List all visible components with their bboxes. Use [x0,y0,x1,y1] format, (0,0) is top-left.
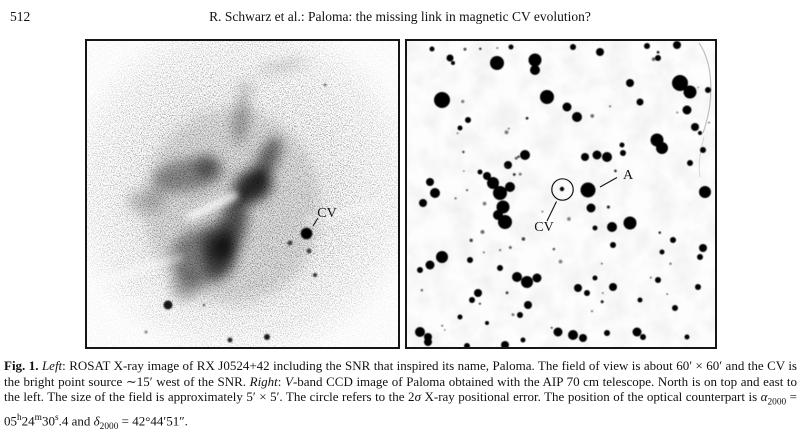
xray-cv-annotation: CV [312,206,337,227]
caption-segment: V [285,373,293,389]
ccd-cv-leader-line [546,201,557,222]
xray-error-circle [551,178,574,201]
caption-segment: X-ray positional error. The position of … [420,389,761,405]
caption-segment: = 42°44′51″. [118,413,188,429]
cv-leader-line [312,217,319,227]
caption-segment: 24 [21,413,35,429]
caption-segment: α [760,389,768,405]
page-number: 512 [10,9,31,24]
caption-segment: δ [93,413,100,429]
vignette-arc-2 [698,136,705,178]
vignette-arc [698,42,712,134]
ccd-annotations: CV A [534,168,634,235]
ccd-vband-panel: CV A [405,39,717,349]
ccd-vband-image: CV A [407,41,715,347]
caption-segment: 30 [41,413,55,429]
starfield-layer [415,41,711,347]
caption-segment: 2000 [99,422,119,433]
caption-segment: s [54,413,59,424]
ccd-cv-label: CV [534,220,553,235]
caption-segment: : [277,373,285,389]
xray-point-sources-layer [144,83,327,343]
cv-label: CV [317,206,336,221]
caption-segment: h [17,413,22,424]
caption-segment: : ROSAT X-ray image of RX J0524+42 inclu… [4,358,797,389]
star-a-label: A [623,168,634,183]
rosat-xray-panel: CV [85,39,400,349]
caption-segment: σ [414,389,421,405]
caption-segment: = 05 [4,389,797,429]
caption-segment: .4 and [58,413,94,429]
caption-segment: m [34,413,42,424]
star-a-leader-line [599,177,618,188]
white-streaks-layer [100,191,380,313]
running-head: 512 R. Schwarz et al.: Paloma: the missi… [0,9,800,27]
rosat-xray-image: CV [87,41,398,347]
caption-segment: 2000 [767,397,787,408]
caption-segment: Fig. 1. [4,358,39,373]
snr-blobs-layer [127,60,320,304]
caption-segment: -band CCD image of Paloma obtained with … [4,373,797,405]
running-title: R. Schwarz et al.: Paloma: the missing l… [209,9,591,24]
figure-caption: Fig. 1. Left: ROSAT X-ray image of RX J0… [4,358,797,434]
ccd-haze-layer [407,41,715,347]
caption-segment: Left [41,358,63,373]
caption-segment: Right [249,373,278,389]
